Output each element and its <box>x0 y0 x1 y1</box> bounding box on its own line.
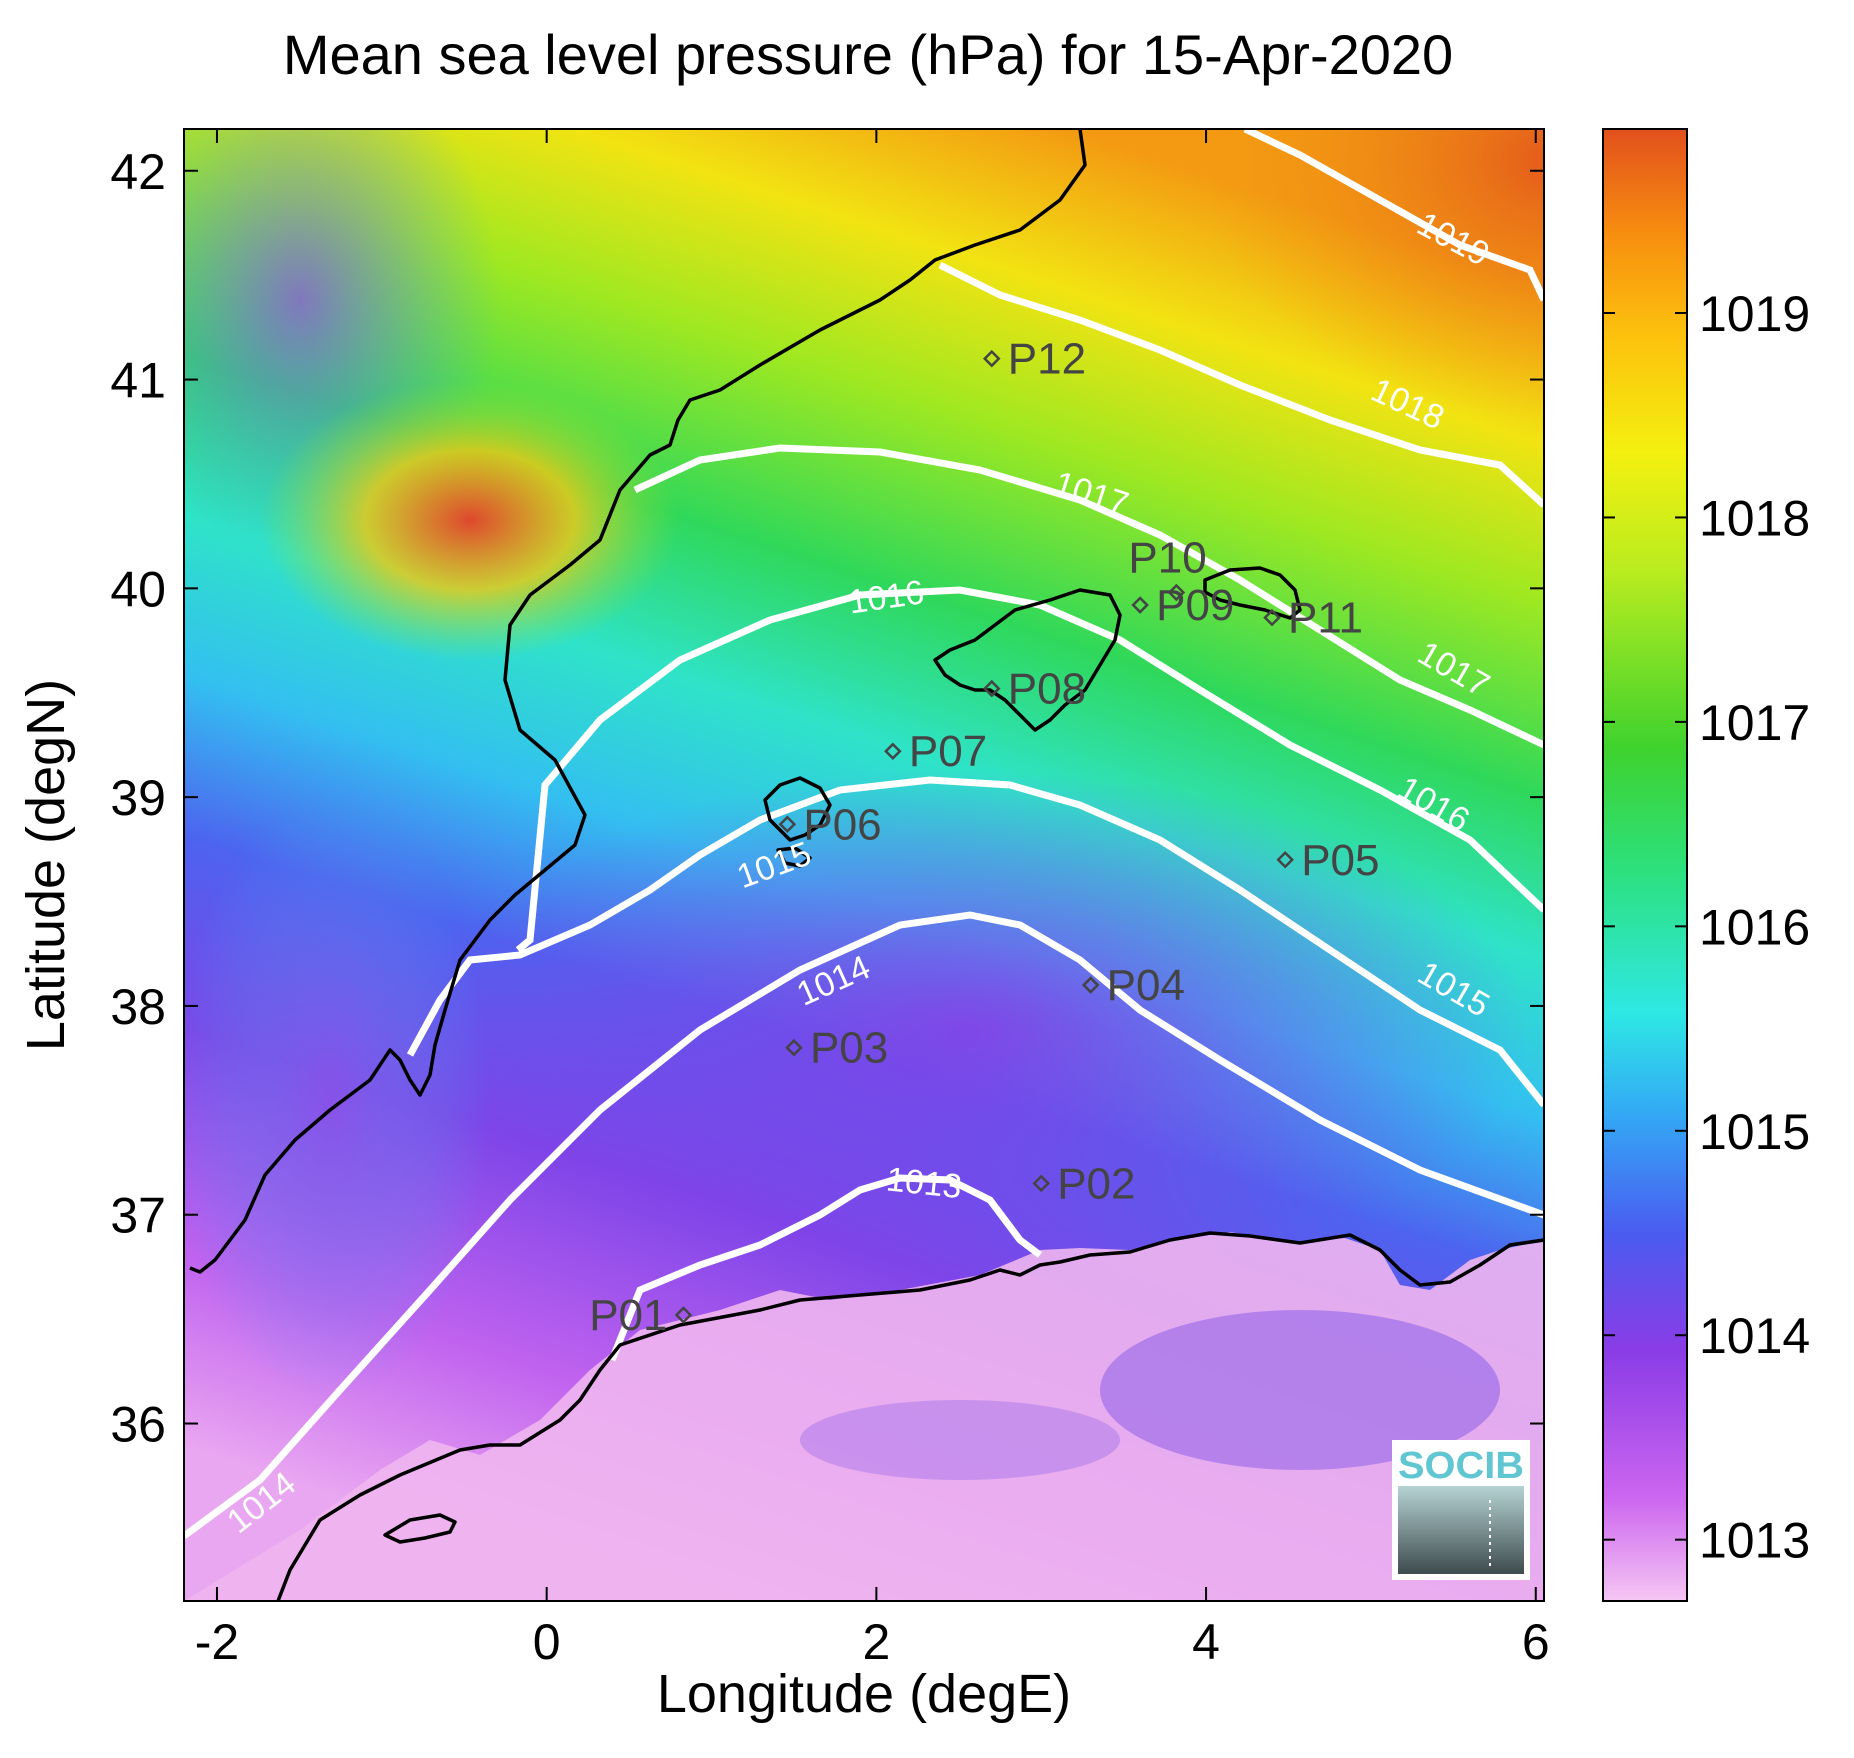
colorbar-tick-label: 1017 <box>1699 695 1810 751</box>
x-tick-label: 2 <box>862 1614 890 1670</box>
station-p11[interactable]: P11 <box>1263 594 1363 643</box>
station-marker[interactable] <box>1167 583 1186 602</box>
station-marker[interactable] <box>1081 976 1100 994</box>
station-label: P02 <box>1057 1159 1135 1208</box>
station-marker[interactable] <box>1263 608 1281 627</box>
station-marker[interactable] <box>785 1038 803 1057</box>
y-axis-label: Latitude (degN) <box>16 679 76 1051</box>
station-marker[interactable] <box>778 815 797 834</box>
coastline-mallorca <box>933 588 1122 732</box>
coastline-africa <box>276 1231 1545 1602</box>
y-axis-ticks: 36 37 38 39 40 41 42 <box>110 144 1544 1453</box>
x-axis-label: Longitude (degE) <box>657 1664 1071 1724</box>
station-label: P08 <box>1008 665 1086 714</box>
x-tick-label: -2 <box>195 1614 239 1670</box>
isobar-1016 <box>515 586 1544 953</box>
station-p07[interactable]: P07 <box>884 727 987 776</box>
map-title: Mean sea level pressure (hPa) for 15-Apr… <box>282 23 1454 86</box>
colorbar-ticks: 1013 1014 1015 1016 1017 1018 1019 <box>1603 286 1810 1569</box>
colorbar-tick-label: 1016 <box>1699 899 1810 955</box>
coastline-iberia <box>189 128 1087 1274</box>
isobar-1013 <box>608 1174 1043 1362</box>
station-p06[interactable]: P06 <box>778 800 882 849</box>
station-marker[interactable] <box>674 1306 693 1324</box>
y-tick-label: 39 <box>110 770 166 826</box>
station-label: P04 <box>1107 961 1185 1010</box>
x-axis-ticks: -2 0 2 4 6 <box>195 129 1550 1670</box>
colorbar-tick-label: 1014 <box>1699 1308 1810 1364</box>
coastlines <box>189 128 1545 1602</box>
socib-logo: SOCIB <box>1392 1440 1530 1580</box>
station-marker[interactable] <box>982 679 1001 698</box>
colorbar <box>1602 128 1688 1602</box>
isobar-1015 <box>406 776 1544 1108</box>
station-p03[interactable]: P03 <box>785 1024 888 1073</box>
coastline-menorca <box>1203 566 1302 620</box>
station-p08[interactable]: P08 <box>982 665 1086 714</box>
station-marker[interactable] <box>1131 596 1149 614</box>
colorbar-tick-label: 1018 <box>1699 490 1810 546</box>
station-label: P05 <box>1301 836 1379 885</box>
station-label: P01 <box>589 1291 667 1340</box>
station-label: P10 <box>1128 534 1206 583</box>
y-tick-label: 37 <box>110 1188 166 1244</box>
isobar-1017 <box>633 444 1544 749</box>
coastline-formentera <box>776 846 812 868</box>
station-label: P03 <box>810 1024 888 1073</box>
station-label: P12 <box>1008 335 1086 384</box>
station-p05[interactable]: P05 <box>1276 836 1379 885</box>
station-p10[interactable]: P10 <box>1128 534 1207 602</box>
logo-text: SOCIB <box>1398 1445 1524 1487</box>
isobar-1014 <box>184 911 1544 1539</box>
y-tick-label: 41 <box>110 353 166 409</box>
coastline-ibiza <box>763 776 832 842</box>
station-p01[interactable]: P01 <box>589 1291 693 1340</box>
station-label: P06 <box>803 800 881 849</box>
africa-land <box>184 1232 1544 1601</box>
x-tick-label: 6 <box>1522 1614 1550 1670</box>
coastline-alboran <box>383 1513 457 1544</box>
station-marker[interactable] <box>884 742 902 760</box>
station-label: P09 <box>1156 581 1234 630</box>
station-p02[interactable]: P02 <box>1032 1159 1136 1208</box>
colorbar-tick-label: 1015 <box>1699 1104 1810 1160</box>
station-marker[interactable] <box>1032 1174 1050 1193</box>
y-tick-label: 38 <box>110 979 166 1035</box>
isobars <box>184 129 1544 1539</box>
x-tick-label: 0 <box>533 1614 561 1670</box>
station-marker[interactable] <box>982 349 1001 368</box>
colorbar-tick-label: 1013 <box>1699 1513 1810 1569</box>
isobar-1019 <box>1243 129 1544 302</box>
isobar-label: 1013 <box>884 1160 963 1206</box>
station-label: P07 <box>909 727 987 776</box>
isobar-1018 <box>938 261 1544 508</box>
y-tick-label: 40 <box>110 561 166 617</box>
station-p12[interactable]: P12 <box>982 335 1086 384</box>
y-tick-label: 42 <box>110 144 166 200</box>
station-p09[interactable]: P09 <box>1131 581 1234 630</box>
pressure-field <box>184 129 1544 1601</box>
x-tick-label: 4 <box>1192 1614 1220 1670</box>
colorbar-tick-label: 1019 <box>1699 286 1810 342</box>
station-label: P11 <box>1288 594 1363 643</box>
station-marker[interactable] <box>1276 851 1294 869</box>
y-tick-label: 36 <box>110 1397 166 1453</box>
plot-frame <box>183 128 1545 1602</box>
station-p04[interactable]: P04 <box>1081 961 1185 1010</box>
